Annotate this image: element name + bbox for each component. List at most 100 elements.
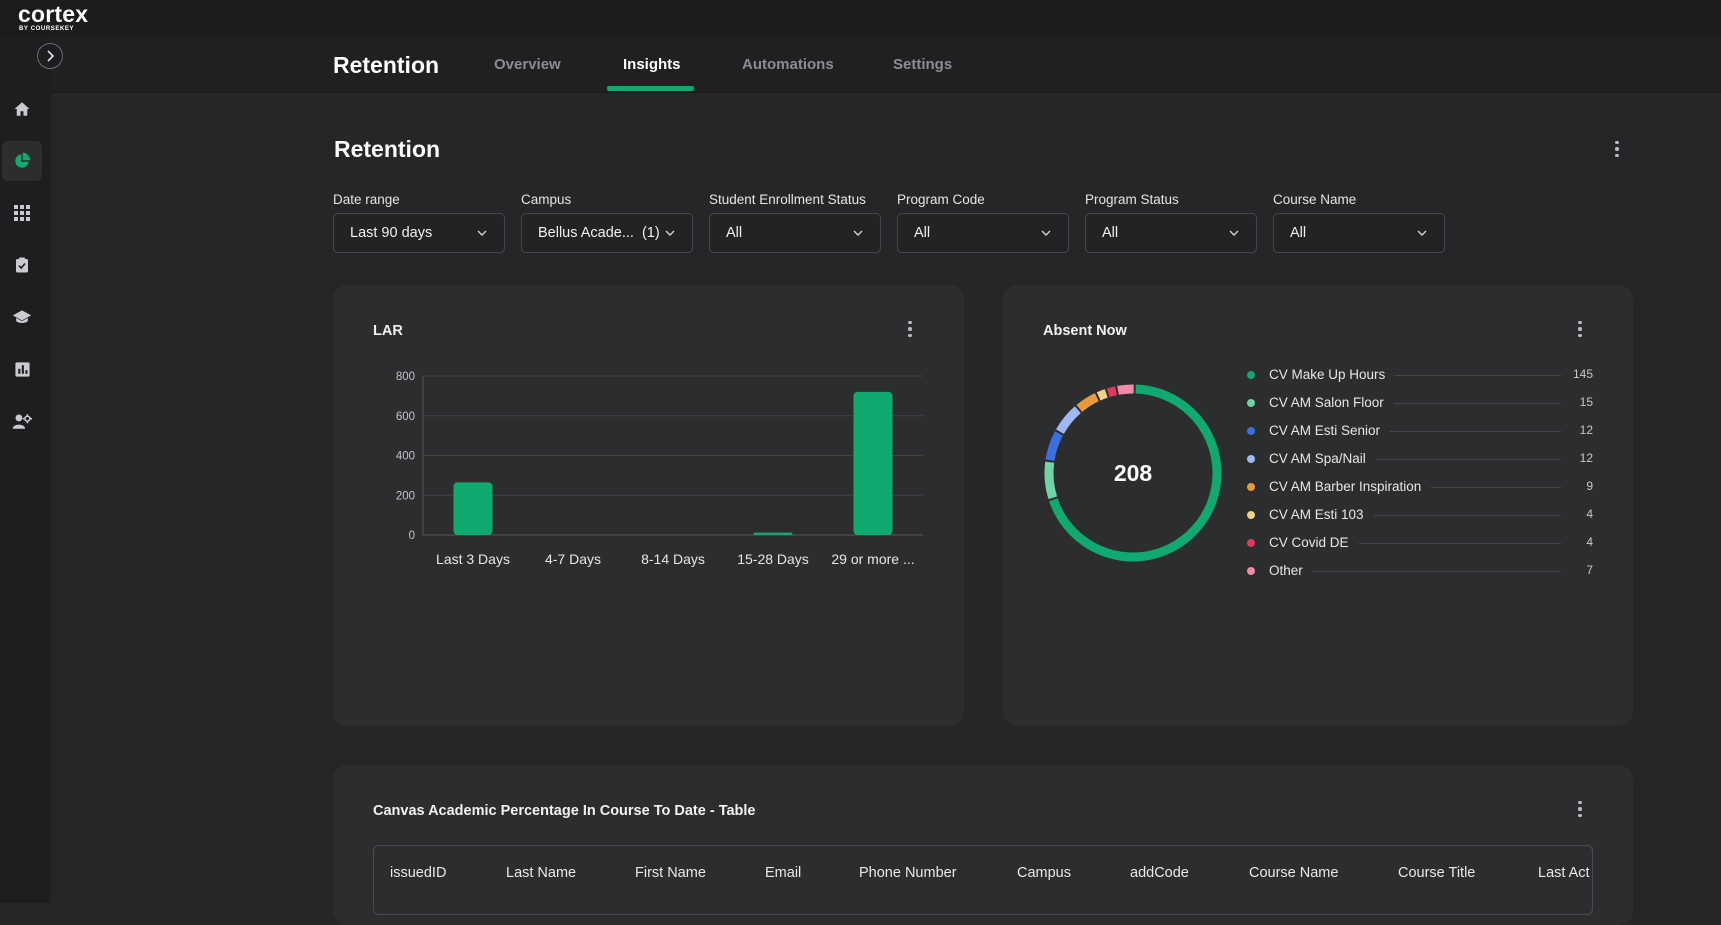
chevron-down-icon	[1041, 230, 1051, 236]
sidebar-collapse-button[interactable]	[37, 43, 63, 69]
x-tick-label: 8-14 Days	[641, 551, 705, 567]
donut-slice	[1055, 406, 1081, 434]
sidebar-item-insights[interactable]	[2, 141, 42, 181]
legend-swatch	[1247, 399, 1255, 407]
program-code-value: All	[914, 225, 931, 241]
filter-label-course-name: Course Name	[1273, 192, 1357, 207]
legend-value: 7	[1586, 563, 1593, 577]
clipboard-check-icon	[16, 257, 28, 273]
legend-label: CV AM Esti Senior	[1269, 423, 1381, 438]
legend-swatch	[1247, 567, 1255, 575]
y-tick-label: 200	[396, 490, 415, 502]
legend-leader-line	[1375, 459, 1561, 460]
absent-now-legend: CV Make Up Hours 145 CV AM Salon Floor 15 CV…	[1247, 365, 1593, 578]
filter-label-program-status: Program Status	[1085, 192, 1179, 207]
brand-logo[interactable]: cortex BY COURSEKEY	[18, 2, 88, 32]
brand-name: cortex	[18, 1, 89, 27]
sidebar-item-apps[interactable]	[2, 193, 42, 233]
x-tick-label: 4-7 Days	[545, 551, 601, 567]
module-header	[51, 37, 1721, 93]
chevron-down-icon	[853, 230, 863, 236]
sidebar-item-reports[interactable]	[2, 349, 42, 389]
course-name-value: All	[1290, 225, 1307, 241]
bar	[853, 391, 893, 535]
legend-leader-line	[1431, 487, 1561, 488]
table-more-options-icon[interactable]	[1570, 799, 1590, 819]
program-status-select[interactable]: All	[1085, 213, 1257, 253]
legend-swatch	[1247, 511, 1255, 519]
legend-label: CV Make Up Hours	[1269, 367, 1386, 382]
tab-insights[interactable]: Insights	[623, 56, 681, 73]
column-header-course-title[interactable]: Course Title	[1398, 865, 1476, 881]
lar-bar-chart: 0 200 400 600 800 Last 3 Days 4-7 Days 8-14 Day…	[396, 371, 923, 567]
legend-swatch	[1247, 539, 1255, 547]
column-header-issuedid[interactable]: issuedID	[390, 865, 447, 881]
program-code-select[interactable]: All	[897, 213, 1069, 253]
legend-item: CV Make Up Hours 145	[1247, 365, 1593, 385]
donut-slice	[1049, 384, 1222, 562]
legend-leader-line	[1390, 431, 1561, 432]
tab-overview[interactable]: Overview	[494, 56, 561, 73]
page-more-options-icon[interactable]	[1607, 139, 1627, 159]
legend-value: 9	[1586, 479, 1593, 493]
bar	[753, 532, 793, 535]
column-header-last-name[interactable]: Last Name	[506, 865, 577, 881]
legend-swatch	[1247, 483, 1255, 491]
program-status-value: All	[1102, 225, 1119, 241]
donut-slice	[1045, 431, 1063, 462]
tab-settings[interactable]: Settings	[893, 56, 953, 73]
column-header-last-activity[interactable]: Last Act	[1538, 865, 1590, 881]
y-tick-label: 800	[396, 371, 415, 383]
campus-select[interactable]: Bellus Acade... (1)	[521, 213, 693, 253]
enrollment-status-value: All	[726, 225, 743, 241]
chevron-down-icon	[1417, 230, 1427, 236]
sidebar-item-academics[interactable]	[2, 297, 42, 337]
absent-now-title: Absent Now	[1043, 323, 1127, 339]
filter-label-date-range: Date range	[333, 192, 400, 207]
campus-value: Bellus Acade... (1)	[538, 225, 660, 241]
course-name-select[interactable]: All	[1273, 213, 1445, 253]
enrollment-status-select[interactable]: All	[709, 213, 881, 253]
date-range-value: Last 90 days	[350, 225, 433, 241]
chevron-right-icon	[47, 50, 55, 62]
legend-swatch	[1247, 455, 1255, 463]
column-header-addcode[interactable]: addCode	[1130, 865, 1189, 881]
y-tick-label: 400	[396, 451, 415, 463]
sidebar-item-home[interactable]	[2, 89, 42, 129]
legend-leader-line	[1358, 543, 1561, 544]
legend-label: CV Covid DE	[1269, 535, 1349, 550]
donut-slice	[1076, 393, 1099, 412]
sidebar-item-tasks[interactable]	[2, 245, 42, 285]
donut-slice	[1096, 389, 1108, 401]
legend-value: 145	[1572, 367, 1593, 381]
date-range-select[interactable]: Last 90 days	[333, 213, 505, 253]
column-header-first-name[interactable]: First Name	[635, 865, 706, 881]
sidebar-item-users[interactable]	[2, 401, 42, 441]
bar-chart-icon	[14, 361, 30, 377]
donut-slice	[1106, 386, 1117, 398]
legend-item: CV AM Spa/Nail 12	[1247, 449, 1593, 469]
home-icon	[14, 102, 30, 116]
legend-item: CV AM Salon Floor 15	[1247, 393, 1593, 413]
lar-chart-title: LAR	[373, 323, 403, 339]
legend-item: CV AM Barber Inspiration 9	[1247, 477, 1593, 497]
column-header-email[interactable]: Email	[765, 865, 802, 881]
bar	[453, 482, 493, 535]
legend-leader-line	[1373, 515, 1561, 516]
column-header-campus[interactable]: Campus	[1017, 865, 1071, 881]
legend-label: CV AM Esti 103	[1269, 507, 1364, 522]
filter-label-enrollment-status: Student Enrollment Status	[709, 192, 866, 207]
pie-chart-icon	[15, 152, 31, 168]
filter-label-campus: Campus	[521, 192, 572, 207]
column-header-phone-number[interactable]: Phone Number	[859, 865, 957, 881]
tab-automations[interactable]: Automations	[742, 56, 834, 73]
lar-more-options-icon[interactable]	[900, 319, 920, 339]
legend-item: Other 7	[1247, 561, 1593, 581]
legend-leader-line	[1312, 571, 1561, 572]
x-tick-label: Last 3 Days	[436, 551, 510, 567]
legend-label: CV AM Salon Floor	[1269, 395, 1384, 410]
legend-label: CV AM Barber Inspiration	[1269, 479, 1422, 494]
column-header-course-name[interactable]: Course Name	[1249, 865, 1339, 881]
absent-now-more-options-icon[interactable]	[1570, 319, 1590, 339]
sidebar	[0, 37, 51, 903]
